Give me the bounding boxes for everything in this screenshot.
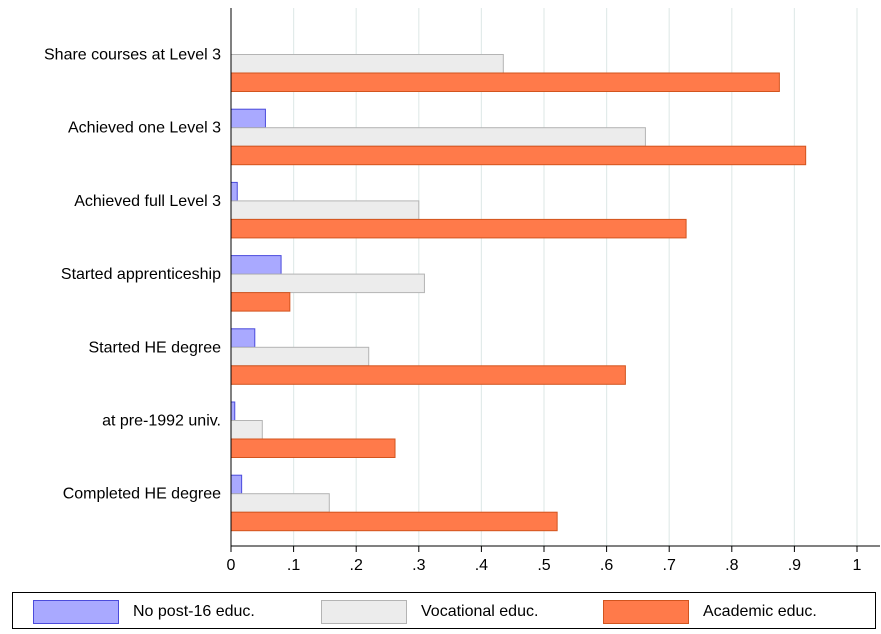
bar (230, 420, 263, 440)
legend-label: No post-16 educ. (133, 603, 255, 620)
legend-swatch-vocational (321, 600, 407, 624)
x-tick-label: .3 (412, 557, 425, 574)
category-label: Share courses at Level 3 (44, 47, 221, 64)
x-tick-labels: 0 .1 .2 .3 .4 .5 .6 .7 .8 .9 1 (227, 557, 862, 574)
category-label: Started apprenticeship (61, 266, 221, 283)
bar (230, 438, 396, 458)
bar (230, 511, 558, 532)
category-labels: Share courses at Level 3 Achieved one Lev… (44, 47, 221, 503)
x-tick-label: 1 (853, 557, 862, 574)
bars (230, 54, 807, 532)
bar (230, 181, 238, 202)
category-label: Achieved full Level 3 (74, 193, 221, 210)
x-tick-label: .5 (537, 557, 550, 574)
legend-label: Vocational educ. (421, 603, 539, 620)
bar (230, 292, 291, 312)
bar (230, 365, 626, 385)
bar-chart: 0 .1 .2 .3 .4 .5 .6 .7 .8 .9 1 Share courses at Le… (44, 8, 880, 574)
bar (230, 127, 646, 147)
category-label: Achieved one Level 3 (68, 120, 221, 137)
legend-item-vocational: Vocational educ. (321, 600, 539, 624)
x-tick-label: .4 (475, 557, 488, 574)
bar (230, 72, 780, 92)
bar (230, 346, 370, 367)
x-tick-label: .7 (663, 557, 676, 574)
x-tick-label: .2 (350, 557, 363, 574)
bar (230, 493, 330, 513)
x-tick-label: .9 (788, 557, 801, 574)
bar (230, 200, 420, 220)
x-tick-label: .6 (600, 557, 613, 574)
x-tick-label: .8 (725, 557, 738, 574)
x-tick-label: .1 (287, 557, 300, 574)
legend-label: Academic educ. (703, 603, 817, 620)
category-label: Started HE degree (88, 339, 221, 356)
bar (230, 108, 266, 129)
grid-lines (293, 8, 858, 546)
legend: No post-16 educ. Vocational educ. Academ… (12, 592, 876, 629)
legend-item-academic: Academic educ. (603, 600, 817, 624)
legend-item-no-post16: No post-16 educ. (33, 600, 255, 624)
bar (230, 273, 425, 294)
bar (230, 145, 807, 166)
legend-swatch-academic (603, 600, 689, 624)
bar (230, 54, 504, 74)
bar (230, 218, 687, 239)
category-label: Completed HE degree (63, 486, 221, 503)
bar (230, 401, 236, 421)
bar (230, 474, 243, 495)
bar (230, 255, 282, 275)
legend-swatch-no-post16 (33, 600, 119, 624)
category-label: at pre-1992 univ. (102, 413, 221, 430)
axes (230, 8, 880, 552)
bar (230, 328, 256, 348)
x-tick-label: 0 (227, 557, 236, 574)
